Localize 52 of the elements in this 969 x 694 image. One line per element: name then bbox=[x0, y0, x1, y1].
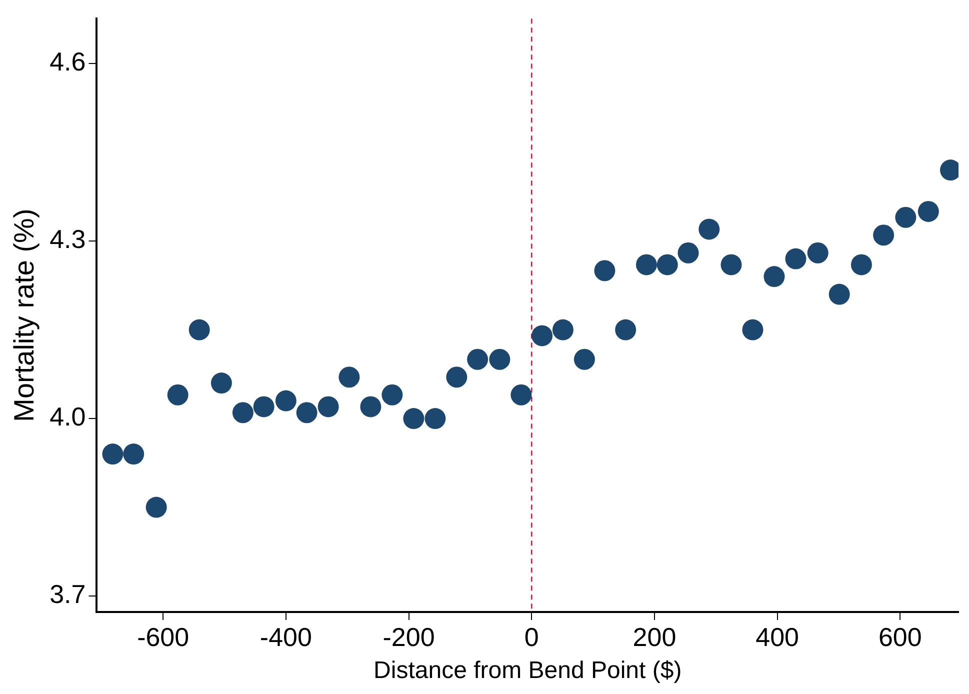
y-tick-label: 3.7 bbox=[50, 579, 86, 610]
point bbox=[698, 218, 720, 240]
y-tick-label: 4.3 bbox=[50, 224, 86, 254]
x-axis-title: Distance from Bend Point ($) bbox=[374, 657, 682, 684]
x-tick-label: -400 bbox=[260, 622, 312, 652]
point bbox=[382, 384, 403, 406]
point bbox=[210, 372, 232, 394]
point bbox=[146, 496, 167, 518]
point bbox=[552, 319, 574, 340]
point bbox=[594, 260, 616, 282]
point bbox=[188, 319, 210, 340]
point bbox=[850, 254, 872, 276]
point bbox=[742, 319, 764, 340]
point bbox=[656, 254, 678, 276]
point bbox=[102, 444, 124, 465]
point bbox=[424, 408, 446, 430]
point bbox=[403, 408, 424, 430]
point bbox=[167, 384, 188, 406]
point bbox=[678, 242, 699, 264]
point bbox=[232, 402, 254, 424]
x-tick-label: 600 bbox=[878, 622, 922, 652]
x-tick-label: 200 bbox=[632, 622, 676, 652]
point bbox=[807, 242, 828, 264]
point bbox=[720, 254, 742, 276]
x-tick-label: -600 bbox=[137, 622, 190, 652]
point bbox=[467, 348, 488, 370]
point bbox=[338, 366, 360, 388]
point bbox=[764, 266, 785, 288]
point bbox=[123, 444, 144, 465]
point bbox=[360, 396, 382, 418]
point bbox=[873, 224, 894, 246]
point bbox=[532, 325, 553, 346]
point bbox=[615, 319, 636, 340]
y-tick-label: 4.6 bbox=[50, 46, 86, 77]
point bbox=[828, 284, 850, 305]
point bbox=[785, 248, 806, 270]
point bbox=[574, 348, 595, 370]
point bbox=[636, 254, 657, 276]
point bbox=[489, 348, 510, 370]
x-tick-label: 400 bbox=[756, 622, 799, 652]
x-tick-label: -200 bbox=[382, 622, 435, 652]
y-axis-title: Mortality rate (%) bbox=[8, 208, 40, 422]
point bbox=[895, 206, 916, 228]
y-tick-label: 4.0 bbox=[50, 402, 86, 432]
point bbox=[296, 402, 318, 424]
point bbox=[253, 396, 274, 418]
x-tick-label: 0 bbox=[524, 622, 539, 652]
point bbox=[275, 390, 296, 412]
point bbox=[446, 366, 468, 388]
point bbox=[318, 396, 339, 418]
point bbox=[510, 384, 532, 406]
point bbox=[918, 200, 939, 222]
